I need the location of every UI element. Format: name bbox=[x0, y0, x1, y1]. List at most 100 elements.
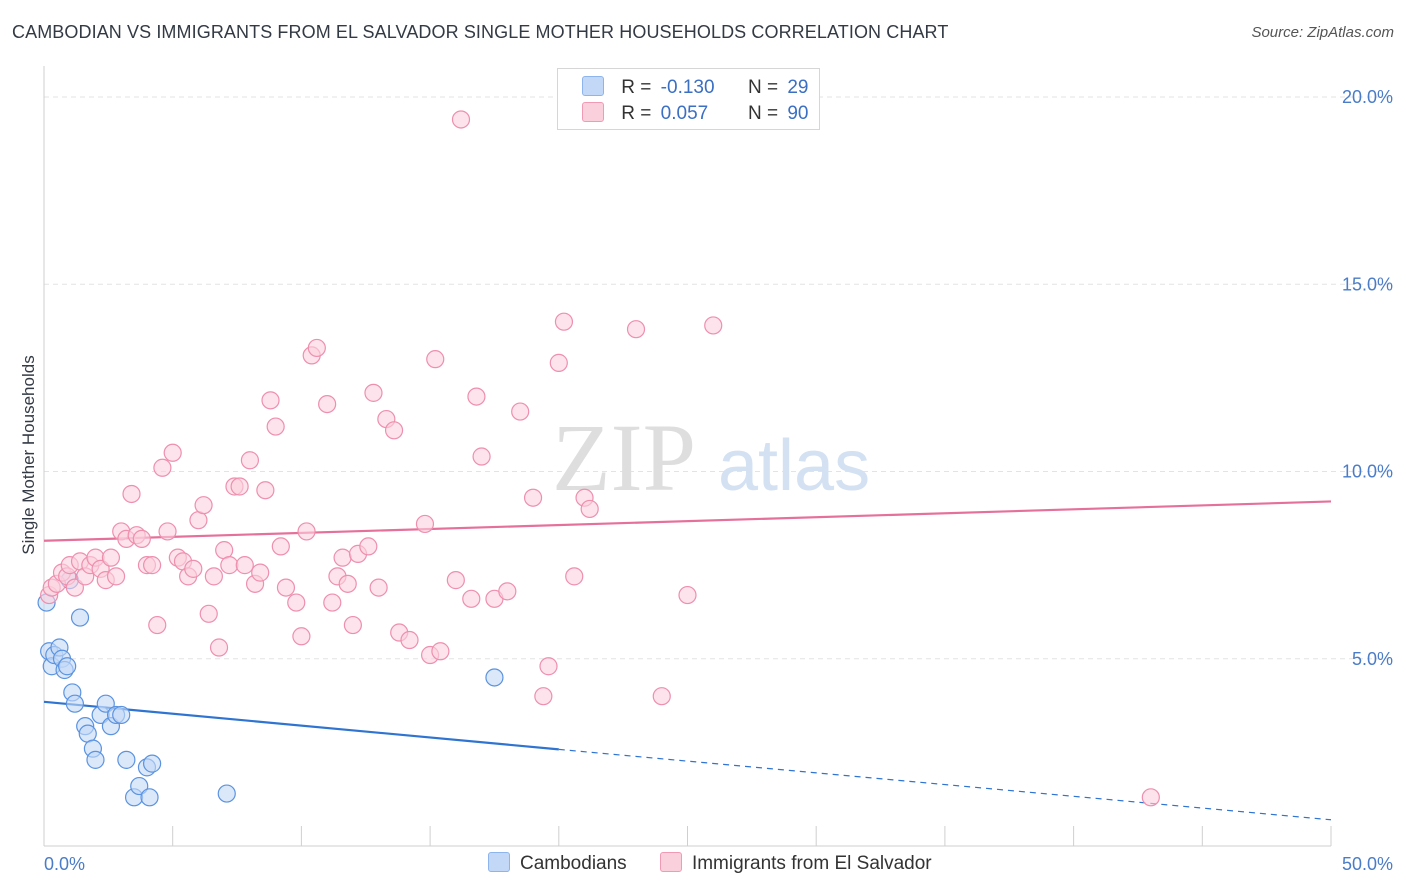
data-point bbox=[400, 630, 419, 650]
legend-label-cambodians: Cambodians bbox=[520, 853, 627, 874]
trend-line-cambodians-extension bbox=[558, 748, 1332, 821]
watermark-zip: ZIP bbox=[552, 404, 696, 511]
data-point bbox=[70, 608, 90, 627]
data-point bbox=[549, 353, 568, 372]
data-point bbox=[384, 421, 404, 440]
legend-item-cambodians[interactable]: Cambodians bbox=[488, 852, 627, 875]
tick-labels: 5.0% 10.0% 15.0% 20.0% 0.0% 50.0% bbox=[44, 87, 1393, 874]
data-point bbox=[130, 776, 149, 796]
trend-lines bbox=[43, 500, 1332, 821]
data-point bbox=[86, 750, 105, 769]
data-point bbox=[184, 559, 203, 578]
data-point bbox=[101, 548, 121, 567]
y-tick-label: 20.0% bbox=[1342, 87, 1393, 107]
data-point bbox=[235, 556, 254, 575]
data-point bbox=[132, 529, 151, 549]
n-label: N = bbox=[747, 103, 779, 124]
swatch-cambodians bbox=[582, 76, 604, 96]
data-point bbox=[158, 522, 177, 541]
axes bbox=[43, 66, 1332, 847]
legend-label-el-salvador: Immigrants from El Salvador bbox=[691, 853, 932, 874]
data-point bbox=[122, 484, 141, 504]
data-point bbox=[565, 567, 584, 586]
data-point bbox=[523, 488, 543, 507]
trend-line-el-salvador bbox=[43, 500, 1332, 542]
data-point bbox=[364, 383, 383, 402]
data-point bbox=[369, 578, 388, 597]
y-tick-label: 10.0% bbox=[1342, 462, 1393, 482]
data-point bbox=[626, 320, 646, 339]
data-point bbox=[194, 496, 213, 515]
data-point bbox=[163, 443, 182, 462]
data-point bbox=[472, 447, 491, 466]
data-point bbox=[307, 338, 326, 358]
data-point bbox=[276, 578, 296, 597]
data-point bbox=[338, 574, 357, 593]
data-point bbox=[678, 585, 697, 605]
x-tick-label: 50.0% bbox=[1342, 854, 1393, 874]
data-point bbox=[534, 687, 553, 706]
data-point bbox=[446, 571, 465, 590]
data-point bbox=[580, 499, 599, 519]
data-point bbox=[117, 750, 136, 769]
trend-line-cambodians bbox=[43, 700, 559, 751]
r-value: 0.057 bbox=[660, 103, 709, 124]
data-point bbox=[220, 556, 239, 575]
data-point bbox=[58, 657, 77, 676]
series-cambodians bbox=[37, 571, 504, 807]
y-tick-label: 15.0% bbox=[1342, 274, 1393, 294]
data-point bbox=[143, 556, 162, 575]
data-point bbox=[318, 394, 337, 414]
data-point bbox=[240, 451, 260, 470]
data-point bbox=[652, 687, 671, 706]
data-point bbox=[323, 593, 342, 612]
stats-row-el-salvador: R = 0.057 N = 90 bbox=[582, 102, 808, 126]
series-legend: Cambodians Immigrants from El Salvador bbox=[488, 852, 960, 875]
data-point bbox=[554, 312, 574, 331]
legend-swatch-el-salvador bbox=[659, 852, 682, 872]
legend-item-el-salvador[interactable]: Immigrants from El Salvador bbox=[659, 852, 932, 875]
legend-swatch-cambodians bbox=[488, 852, 510, 872]
n-value: 29 bbox=[787, 77, 809, 98]
n-label: N = bbox=[747, 77, 779, 98]
data-point bbox=[359, 537, 378, 556]
data-point bbox=[498, 582, 517, 601]
data-points bbox=[37, 110, 1160, 807]
data-point bbox=[209, 638, 229, 657]
data-point bbox=[1141, 788, 1160, 807]
data-point bbox=[65, 694, 84, 713]
grid-lines bbox=[44, 96, 1392, 660]
watermark-atlas: atlas bbox=[718, 426, 870, 506]
data-point bbox=[230, 477, 249, 496]
data-point bbox=[451, 110, 471, 129]
data-point bbox=[297, 522, 316, 541]
r-label: R = bbox=[621, 103, 652, 124]
data-point bbox=[261, 391, 280, 410]
data-point bbox=[415, 514, 435, 534]
data-point bbox=[343, 615, 362, 635]
data-point bbox=[271, 537, 290, 556]
stats-row-cambodians: R = -0.130 N = 29 bbox=[582, 76, 808, 100]
data-point bbox=[112, 705, 131, 725]
x-tick-label: 0.0% bbox=[44, 854, 85, 874]
data-point bbox=[256, 481, 275, 500]
data-point bbox=[96, 694, 115, 713]
data-point bbox=[199, 604, 218, 623]
data-point bbox=[266, 417, 285, 436]
y-tick-label: 5.0% bbox=[1352, 649, 1393, 669]
data-point bbox=[467, 387, 486, 406]
data-point bbox=[251, 563, 270, 582]
r-label: R = bbox=[621, 77, 652, 98]
data-point bbox=[148, 615, 167, 635]
series-el-salvador bbox=[40, 110, 1160, 807]
r-value: -0.130 bbox=[660, 77, 715, 98]
data-point bbox=[704, 316, 723, 335]
n-value: 90 bbox=[787, 103, 809, 124]
stats-legend: R = -0.130 N = 29 R = 0.057 N = 90 bbox=[557, 68, 820, 130]
swatch-el-salvador bbox=[582, 102, 604, 122]
data-point bbox=[204, 567, 223, 586]
data-point bbox=[140, 788, 159, 807]
chart-source: Source: ZipAtlas.com bbox=[1251, 24, 1394, 41]
data-point bbox=[287, 593, 306, 612]
